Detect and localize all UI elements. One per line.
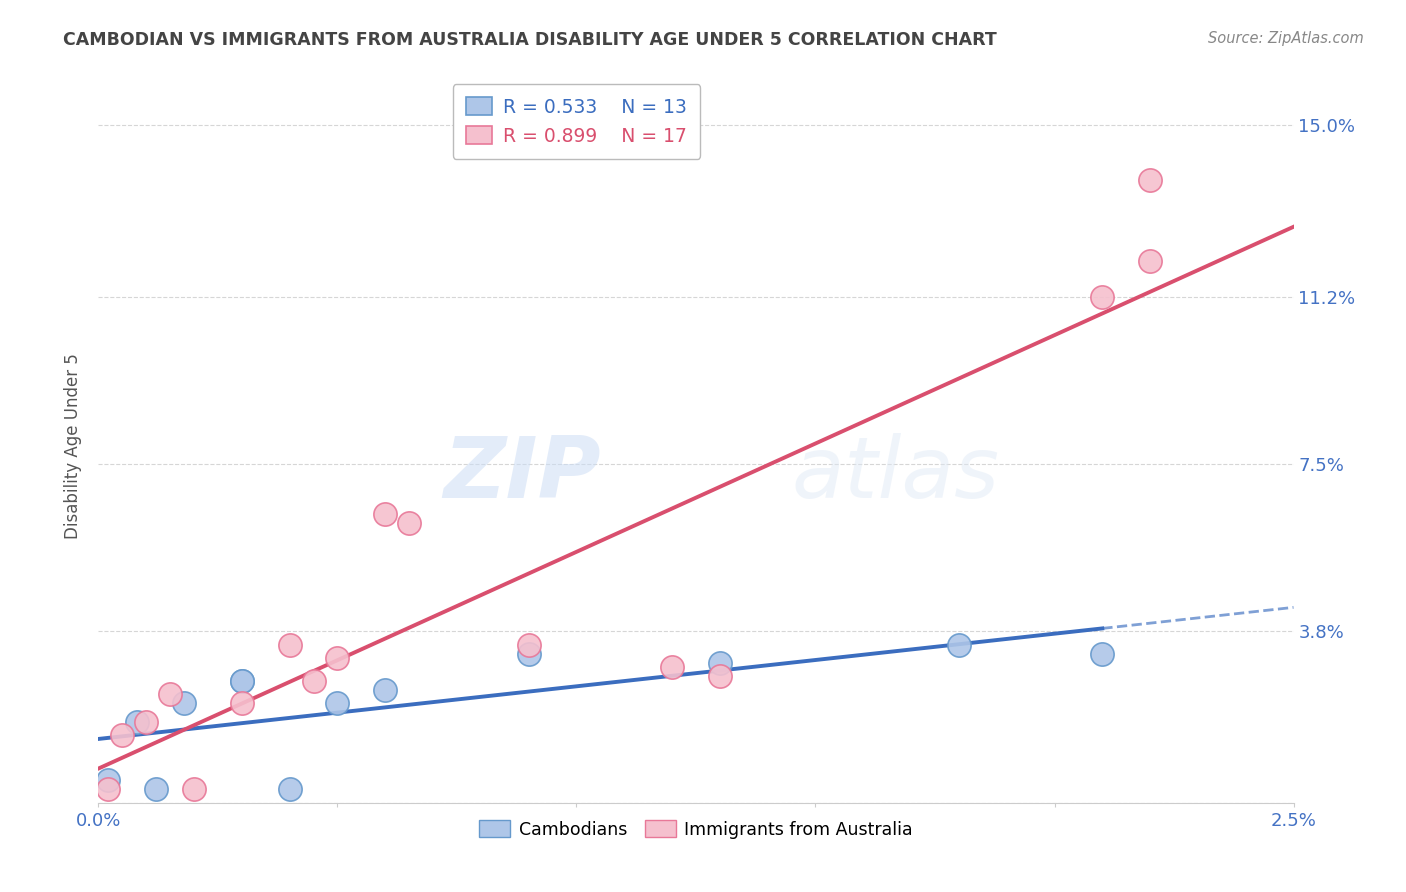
Text: CAMBODIAN VS IMMIGRANTS FROM AUSTRALIA DISABILITY AGE UNDER 5 CORRELATION CHART: CAMBODIAN VS IMMIGRANTS FROM AUSTRALIA D… <box>63 31 997 49</box>
Point <box>302 673 325 688</box>
Point <box>159 687 181 701</box>
Point <box>278 782 301 797</box>
Text: ZIP: ZIP <box>443 433 600 516</box>
Point <box>278 638 301 652</box>
Point <box>948 638 970 652</box>
Point <box>231 673 253 688</box>
Point <box>135 714 157 729</box>
Point <box>374 507 396 521</box>
Point <box>1139 172 1161 186</box>
Point <box>1091 290 1114 304</box>
Point <box>1091 647 1114 661</box>
Legend: Cambodians, Immigrants from Australia: Cambodians, Immigrants from Australia <box>472 814 920 846</box>
Point <box>398 516 420 530</box>
Point <box>145 782 167 797</box>
Point <box>374 682 396 697</box>
Point <box>97 773 120 788</box>
Point <box>517 647 540 661</box>
Point <box>231 673 253 688</box>
Y-axis label: Disability Age Under 5: Disability Age Under 5 <box>65 353 83 539</box>
Point <box>173 697 195 711</box>
Point <box>183 782 205 797</box>
Text: atlas: atlas <box>792 433 1000 516</box>
Text: Source: ZipAtlas.com: Source: ZipAtlas.com <box>1208 31 1364 46</box>
Point <box>125 714 148 729</box>
Point <box>97 782 120 797</box>
Point <box>709 656 731 670</box>
Point <box>709 669 731 683</box>
Point <box>231 697 253 711</box>
Point <box>661 660 683 674</box>
Point <box>517 638 540 652</box>
Point <box>1139 253 1161 268</box>
Point <box>111 728 134 742</box>
Point <box>326 651 349 665</box>
Point <box>326 697 349 711</box>
